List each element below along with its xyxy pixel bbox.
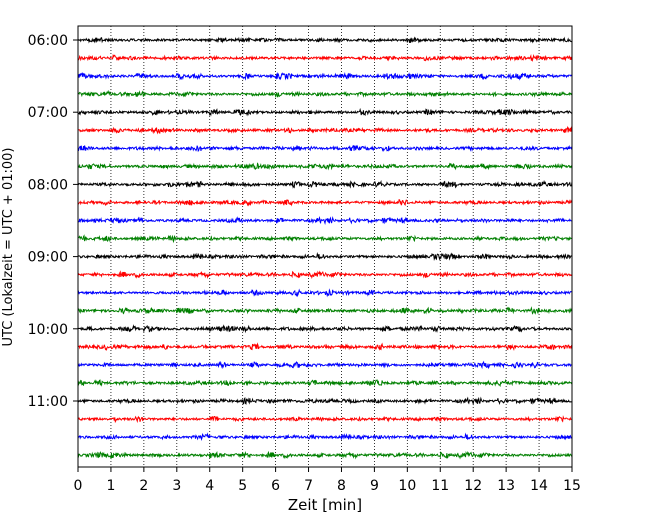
y-tick-label-11:00: 11:00 [28,394,68,410]
trace-09:15 [77,270,573,280]
trace-11:00 [77,396,573,406]
x-tick-label-15: 15 [563,478,581,494]
x-tick-label-11: 11 [431,478,449,494]
plot-frame [77,25,573,468]
trace-08:15 [77,198,573,207]
x-tick-label-14: 14 [530,478,548,494]
x-tick-label-5: 5 [238,478,247,494]
trace-06:45 [77,89,573,98]
x-tick-label-10: 10 [398,478,416,494]
x-tick-label-8: 8 [337,478,346,494]
trace-10:30 [77,360,573,370]
y-axis-label: UTC (Lokalzeit = UTC + 01:00) [1,148,16,347]
y-tick-label-07:00: 07:00 [28,105,68,121]
trace-08:45 [77,234,573,244]
x-tick-label-4: 4 [205,478,214,494]
trace-07:15 [77,125,573,135]
x-tick-label-13: 13 [497,478,515,494]
trace-07:00 [77,107,573,117]
trace-10:15 [77,342,573,352]
x-tick-label-9: 9 [370,478,379,494]
y-tick-label-10:00: 10:00 [28,322,68,338]
trace-09:45 [77,306,573,315]
x-tick-label-12: 12 [464,478,482,494]
y-tick-label-09:00: 09:00 [28,250,68,266]
x-tick-label-3: 3 [172,478,181,494]
trace-10:45 [77,378,573,388]
trace-06:00 [77,36,573,44]
x-axis-label: Zeit [min] [288,496,362,514]
x-axis: 0 1 2 3 4 5 6 7 8 9 10 11 12 13 14 15 [74,467,581,494]
y-tick-label-06:00: 06:00 [28,33,68,49]
trace-09:30 [77,288,573,298]
traces [77,36,573,460]
trace-06:15 [77,53,573,63]
x-tick-label-1: 1 [106,478,115,494]
trace-10:00 [77,324,573,334]
y-axis: 06:00 07:00 08:00 09:00 10:00 11:00 [28,33,78,410]
x-tick-label-2: 2 [139,478,148,494]
x-tick-label-6: 6 [271,478,280,494]
trace-07:30 [77,144,573,153]
trace-11:45 [77,450,573,460]
x-tick-label-7: 7 [304,478,313,494]
y-tick-label-08:00: 08:00 [28,177,68,193]
trace-09:00 [77,251,573,262]
trace-11:30 [77,432,573,442]
trace-06:30 [77,71,573,81]
trace-07:45 [77,162,573,171]
trace-08:30 [77,215,573,226]
x-tick-label-0: 0 [74,478,83,494]
trace-11:15 [77,415,573,424]
trace-08:00 [77,179,573,189]
